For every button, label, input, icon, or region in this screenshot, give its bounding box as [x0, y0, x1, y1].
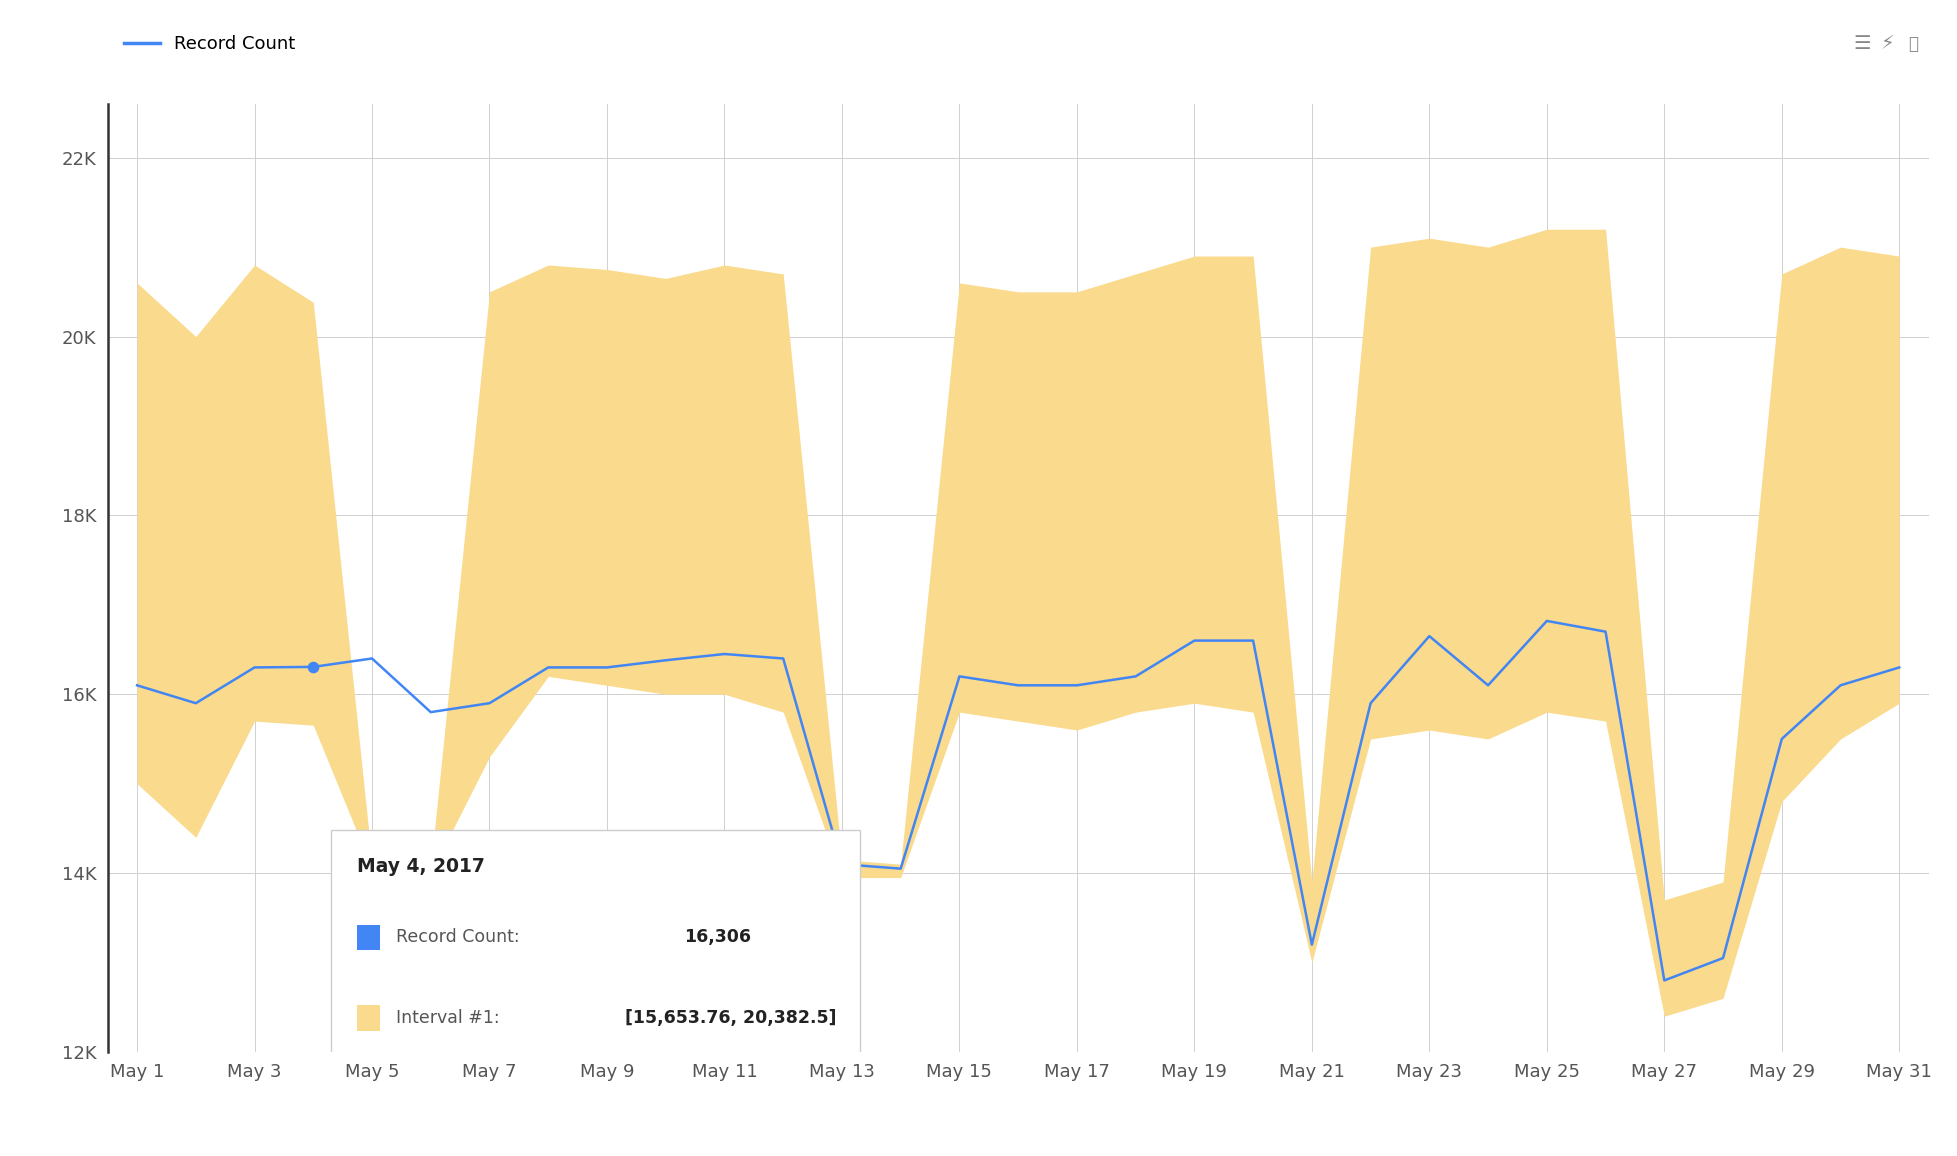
Text: Record Count:: Record Count: — [395, 928, 524, 947]
Legend: Record Count: Record Count — [117, 28, 303, 60]
Bar — [356, 1005, 380, 1031]
Text: ☰: ☰ — [1853, 35, 1869, 53]
Text: 16,306: 16,306 — [683, 928, 751, 947]
Text: May 4, 2017: May 4, 2017 — [356, 857, 485, 876]
FancyBboxPatch shape — [331, 830, 859, 1076]
Bar — [356, 925, 380, 950]
Point — [297, 658, 329, 676]
Text: 🔔: 🔔 — [1906, 35, 1918, 53]
Text: Interval #1:: Interval #1: — [395, 1009, 505, 1027]
Text: [15,653.76, 20,382.5]: [15,653.76, 20,382.5] — [624, 1009, 836, 1027]
Text: ⚡: ⚡ — [1879, 35, 1894, 53]
